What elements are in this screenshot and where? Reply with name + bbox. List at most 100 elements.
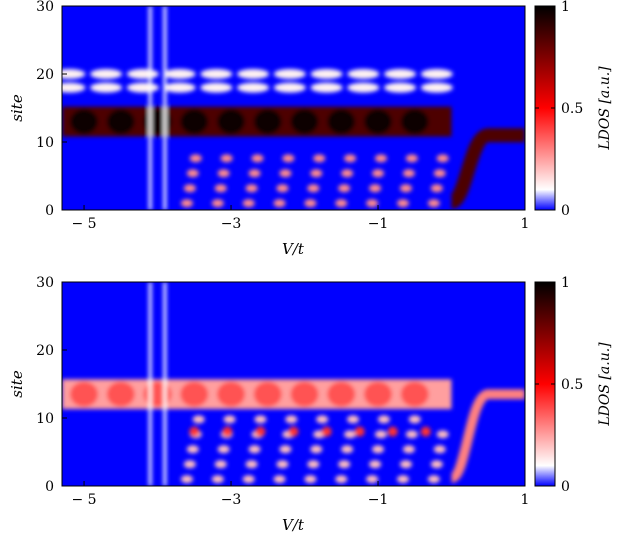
heatmap-pattern-blob [366,199,379,208]
y-tick-label: 0 [45,479,54,495]
heatmap-pattern-blob [399,460,412,469]
heatmap-band-blob [290,381,319,407]
heatmap-upper-blob [384,82,417,93]
heatmap-pattern-blob [307,184,320,193]
heatmap-pattern-blob [273,475,286,484]
heatmap-pattern-blob [347,415,360,424]
heatmap-pattern-blob [369,460,382,469]
heatmap-vertical-line [163,6,167,210]
heatmap-upper-blob [200,69,233,79]
heatmap-band-blob [106,381,135,407]
heatmap-upper-blob [384,69,417,79]
heatmap-pattern-blob [282,154,295,163]
heatmap-upper-blob [200,82,233,93]
heatmap-pattern-blob [338,184,351,193]
heatmap-pattern-blob [341,169,354,178]
heatmap-pattern-blob [186,169,199,178]
heatmap-band-blob [106,109,135,135]
heatmap-upper-blob [347,82,380,93]
colorbar-tick-label: 1 [561,275,570,291]
heatmap-pattern-blob [430,184,443,193]
heatmap-pattern-blob [366,475,379,484]
heatmap-pattern-blob [310,445,323,454]
heatmap-pattern-blob [344,430,357,439]
heatmap-pattern-blob [341,445,354,454]
heatmap-pattern-blob [251,154,264,163]
heatmap-band-blob [217,381,246,407]
heatmap-pattern-blob [242,199,255,208]
heatmap-band-blob [400,109,429,135]
colorbar-tick-label: 1 [561,0,570,15]
heatmap-upper-blob [310,82,343,93]
heatmap-band-blob [400,381,429,407]
heatmap-2-features [62,282,525,486]
heatmap-transition-band [448,128,525,209]
heatmap-pattern-blob [369,184,382,193]
heatmap-peak [321,426,332,437]
heatmap-pattern-blob [377,415,390,424]
heatmap-band-blob [327,109,356,135]
heatmap-pattern-blob [372,445,385,454]
x-ticks-1: − 5 −3 −1 1 [72,205,530,232]
heatmap-band-blob [143,109,172,135]
heatmap-pattern-blob [338,460,351,469]
heatmap-pattern-blob [304,199,317,208]
heatmap-upper-blob [90,82,123,93]
colorbar-1-label: LDOS [a.u.] [597,66,613,151]
x-tick-label: − 5 [72,492,97,508]
heatmap-upper-blob [237,82,270,93]
heatmap-pattern-blob [372,169,385,178]
heatmap-pattern-blob [313,154,326,163]
heatmap-pattern-blob [285,415,298,424]
heatmap-pattern-blob [192,415,205,424]
heatmap-pattern-blob [374,154,387,163]
heatmap-pattern-blob [183,184,196,193]
colorbar-2-label: LDOS [a.u.] [597,342,613,427]
heatmap-upper-blob [237,69,270,79]
heatmap-pattern-blob [279,169,292,178]
heatmap-pattern-blob [189,154,202,163]
y-ticks-1: 0 10 20 30 [36,0,67,219]
heatmap-upper-blob [163,82,196,93]
heatmap-pattern-blob [217,169,230,178]
y-tick-label: 0 [45,203,54,219]
heatmap-pattern-blob [211,199,224,208]
heatmap-pattern-blob [180,475,193,484]
heatmap-peak [387,426,398,437]
heatmap-vertical-line [163,282,167,486]
plot-frame-1 [61,5,526,211]
heatmap-peak [354,426,365,437]
heatmap-pattern-blob [245,460,258,469]
heatmap-pattern-blob [220,154,233,163]
heatmap-pattern-blob [436,430,449,439]
heatmap-pattern-blob [217,445,230,454]
plot-frame-2 [61,281,526,487]
x-tick-label: −1 [368,492,389,508]
heatmap-upper-blob [126,82,159,93]
heatmap-vertical-line [148,6,152,210]
heatmap-pattern-blob [344,154,357,163]
heatmap-pattern-blob [254,415,267,424]
heatmap-transition-band [449,389,525,483]
heatmap-upper-blob [126,69,159,79]
heatmap-pattern-blob [273,199,286,208]
colorbar-tick-label: 0 [561,203,570,219]
heatmap-pattern-blob [214,184,227,193]
x-axis-label-1: V/t [282,240,305,258]
y-ticks-2: 0 10 20 30 [36,275,67,495]
x-axis-label-2: V/t [282,516,305,534]
x-tick-label: 1 [521,216,530,232]
y-axis-label-1: site [8,94,26,122]
heatmap-pattern-blob [397,475,410,484]
heatmap-pattern-blob [402,169,415,178]
colorbar-1-ticks: 00.51 [535,0,583,219]
heatmap-pattern-blob [279,445,292,454]
heatmap-upper-blob [273,82,306,93]
heatmap-upper-blob [273,69,306,79]
heatmap-peak [189,426,200,437]
colorbar-tick-label: 0 [561,479,570,495]
heatmap-pattern-blob [374,430,387,439]
heatmap-pattern-blob [430,460,443,469]
